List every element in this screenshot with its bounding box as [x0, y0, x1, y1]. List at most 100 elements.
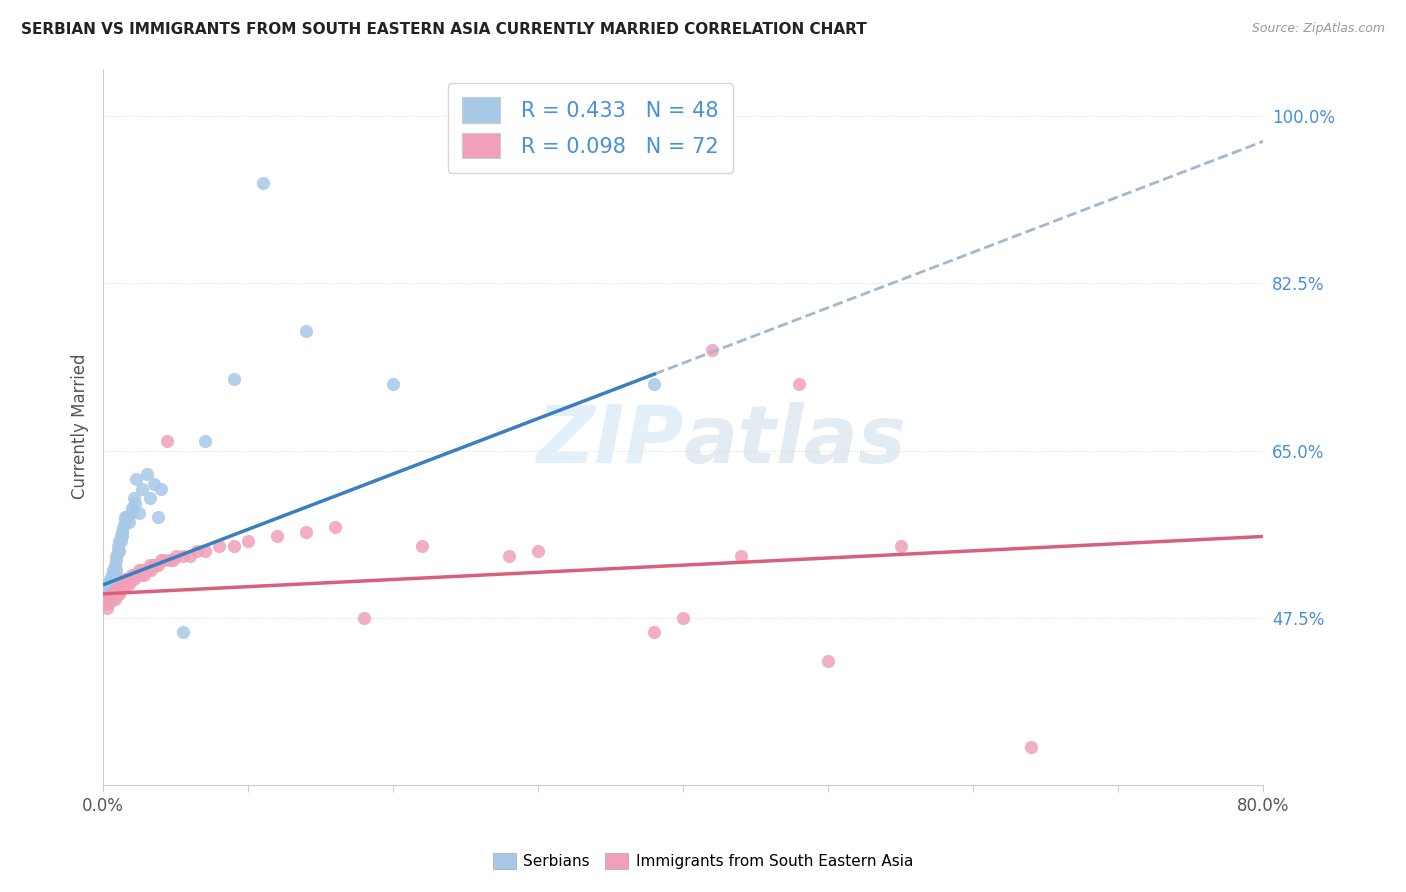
Point — [266, 529, 288, 543]
Point — [156, 434, 179, 448]
Point — [108, 534, 131, 549]
Point — [115, 510, 138, 524]
Legend: Serbians, Immigrants from South Eastern Asia: Serbians, Immigrants from South Eastern … — [486, 847, 920, 875]
Point — [295, 524, 318, 539]
Point — [131, 563, 153, 577]
Point — [108, 582, 131, 596]
Point — [103, 563, 125, 577]
Point — [104, 567, 127, 582]
Point — [114, 577, 136, 591]
Point — [128, 506, 150, 520]
Point — [122, 491, 145, 506]
Point — [730, 549, 752, 563]
Point — [120, 506, 142, 520]
Point — [252, 176, 274, 190]
Point — [105, 587, 128, 601]
Point — [162, 553, 184, 567]
Point — [135, 467, 157, 482]
Point — [107, 582, 129, 596]
Point — [411, 539, 433, 553]
Point — [159, 553, 181, 567]
Point — [107, 539, 129, 553]
Point — [100, 591, 122, 606]
Text: SERBIAN VS IMMIGRANTS FROM SOUTH EASTERN ASIA CURRENTLY MARRIED CORRELATION CHAR: SERBIAN VS IMMIGRANTS FROM SOUTH EASTERN… — [21, 22, 868, 37]
Point — [96, 577, 118, 591]
Text: ZIP: ZIP — [536, 402, 683, 480]
Point — [112, 577, 135, 591]
Point — [165, 549, 187, 563]
Point — [817, 654, 839, 668]
Point — [153, 553, 176, 567]
Point — [111, 529, 134, 543]
Point — [132, 567, 155, 582]
Point — [527, 543, 550, 558]
Point — [105, 549, 128, 563]
Point — [128, 563, 150, 577]
Point — [150, 553, 173, 567]
Point — [194, 543, 217, 558]
Point — [125, 567, 148, 582]
Point — [107, 587, 129, 601]
Y-axis label: Currently Married: Currently Married — [72, 354, 89, 500]
Point — [104, 558, 127, 573]
Point — [121, 567, 143, 582]
Point — [117, 510, 139, 524]
Point — [94, 596, 117, 610]
Point — [114, 573, 136, 587]
Point — [672, 610, 695, 624]
Point — [129, 567, 152, 582]
Point — [890, 539, 912, 553]
Point — [110, 529, 132, 543]
Point — [124, 567, 146, 582]
Point — [125, 472, 148, 486]
Point — [787, 376, 810, 391]
Point — [108, 543, 131, 558]
Point — [110, 582, 132, 596]
Point — [1021, 739, 1043, 754]
Point — [148, 558, 170, 573]
Point — [138, 558, 160, 573]
Point — [101, 591, 124, 606]
Point — [100, 573, 122, 587]
Point — [222, 539, 245, 553]
Point — [118, 515, 141, 529]
Point — [104, 587, 127, 601]
Point — [111, 524, 134, 539]
Point — [353, 610, 375, 624]
Point — [142, 558, 165, 573]
Point — [150, 482, 173, 496]
Point — [172, 624, 194, 639]
Point — [117, 573, 139, 587]
Point — [323, 520, 346, 534]
Point — [702, 343, 724, 358]
Point — [114, 515, 136, 529]
Point — [122, 573, 145, 587]
Point — [194, 434, 217, 448]
Point — [121, 500, 143, 515]
Point — [103, 587, 125, 601]
Point — [114, 510, 136, 524]
Point — [179, 549, 201, 563]
Point — [238, 534, 260, 549]
Point — [138, 491, 160, 506]
Point — [105, 553, 128, 567]
Point — [105, 563, 128, 577]
Point — [135, 563, 157, 577]
Point — [127, 567, 149, 582]
Point — [142, 477, 165, 491]
Point — [96, 601, 118, 615]
Point — [115, 577, 138, 591]
Point — [124, 496, 146, 510]
Point — [131, 482, 153, 496]
Point — [172, 549, 194, 563]
Point — [108, 587, 131, 601]
Text: atlas: atlas — [683, 402, 905, 480]
Point — [101, 577, 124, 591]
Text: Source: ZipAtlas.com: Source: ZipAtlas.com — [1251, 22, 1385, 36]
Point — [97, 582, 120, 596]
Point — [104, 591, 127, 606]
Point — [643, 624, 665, 639]
Point — [186, 543, 208, 558]
Point — [110, 534, 132, 549]
Point — [100, 587, 122, 601]
